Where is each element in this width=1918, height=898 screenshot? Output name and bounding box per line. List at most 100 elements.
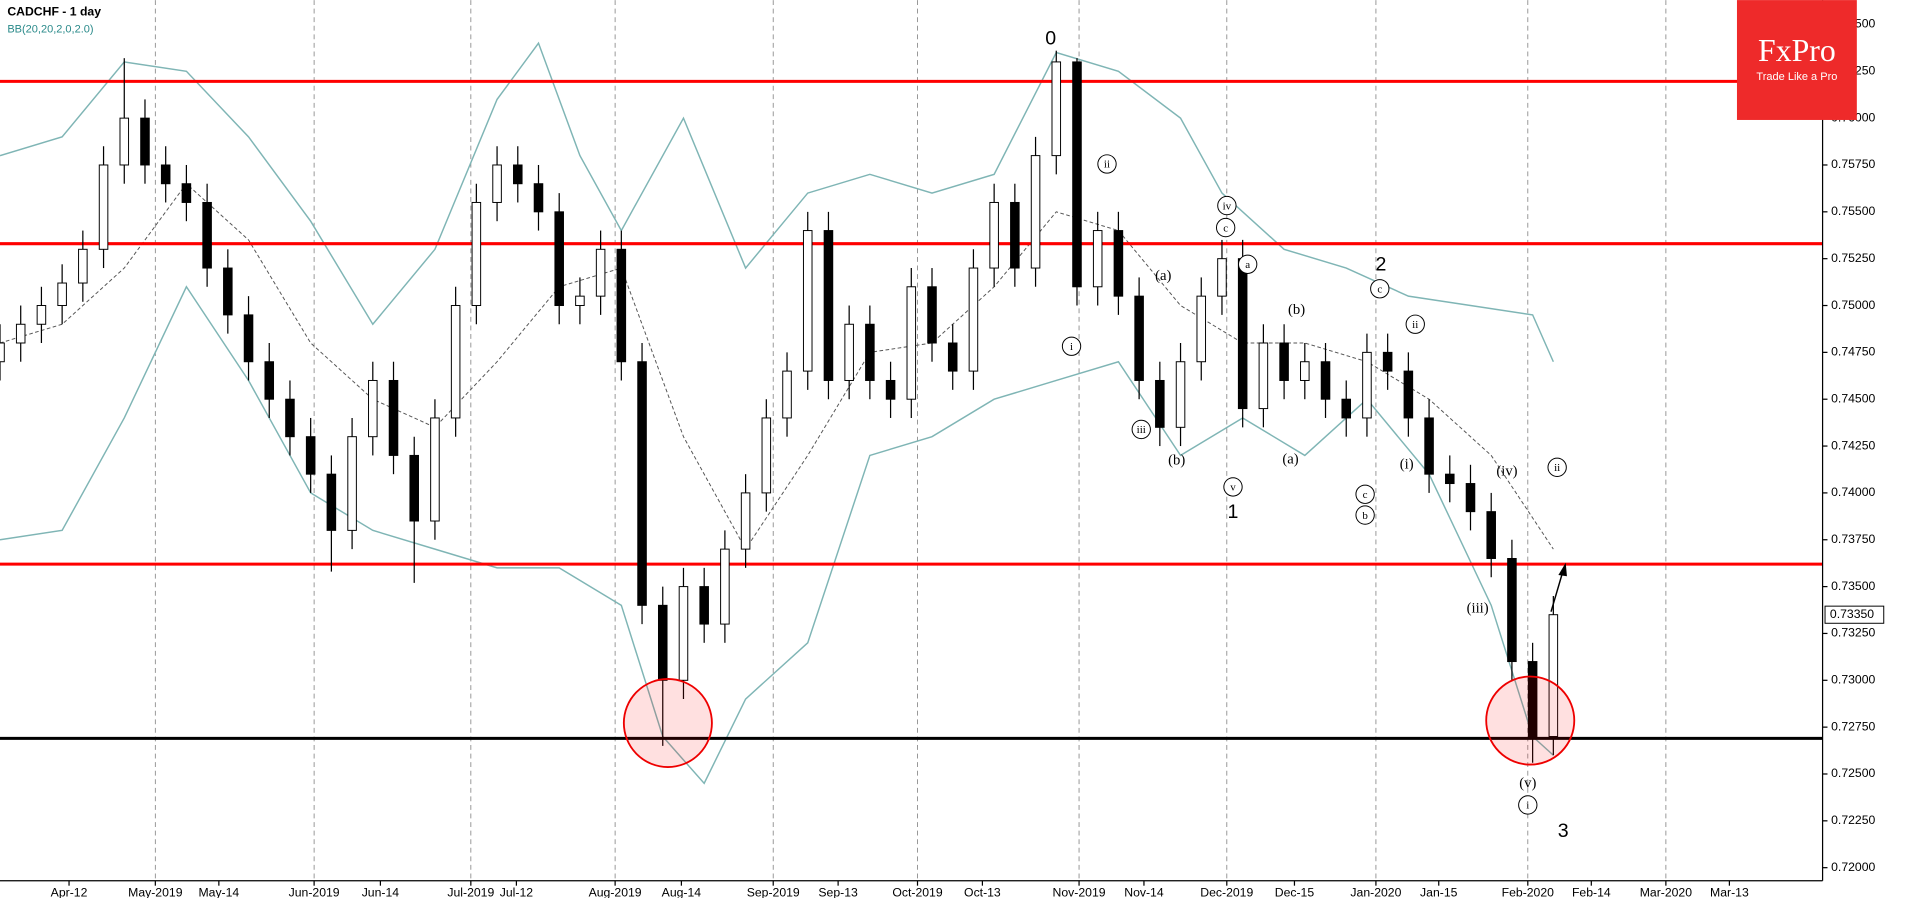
- bands-layer: [0, 41, 1555, 785]
- candle-body: [533, 183, 544, 213]
- logo-box: [1736, 0, 1857, 120]
- wave-label: c: [1377, 284, 1382, 296]
- y-tick-label: 0.75500: [1831, 204, 1875, 218]
- candle-body: [471, 201, 482, 307]
- candle-body: [1424, 417, 1434, 475]
- candle-body: [823, 230, 834, 381]
- bollinger-band: [0, 285, 1554, 785]
- candle-body: [78, 248, 88, 284]
- candle-body: [1320, 361, 1331, 400]
- wave-circle: [1238, 254, 1258, 274]
- candle-body: [1279, 342, 1289, 381]
- candle-body: [927, 286, 937, 344]
- x-tick-label: May-14: [198, 885, 239, 898]
- candle-body: [699, 586, 709, 625]
- wave-circle: [1223, 477, 1243, 497]
- candle-body: [15, 323, 26, 344]
- candle-body: [885, 379, 896, 400]
- wave-label: (iii): [1467, 601, 1489, 617]
- y-tick-label: 0.72250: [1831, 813, 1875, 827]
- x-tick-label: Aug-14: [662, 885, 702, 898]
- candle-body: [1237, 258, 1248, 410]
- candle-body: [264, 361, 275, 400]
- candle-body: [430, 417, 440, 522]
- candle-body: [98, 164, 109, 250]
- indicator-label: BB(20,20,2,0,2.0): [7, 23, 93, 35]
- x-tick-label: Feb-2020: [1502, 885, 1555, 898]
- candle-body: [388, 379, 399, 456]
- wave-label: 3: [1558, 820, 1569, 842]
- candle-body: [1300, 361, 1310, 381]
- x-tick-label: Mar-2020: [1640, 885, 1692, 898]
- candle-body: [305, 436, 316, 475]
- candle-body: [1258, 342, 1269, 410]
- wave-label: ii: [1554, 462, 1560, 474]
- annotations-layer: 0iiiivc(a)a(b)iii(b)v1(a)cb2cii(i)(iii)(…: [622, 27, 1576, 842]
- wave-circle: [1215, 217, 1236, 238]
- candle-body: [575, 295, 585, 307]
- x-tick-label: Jul-2019: [447, 885, 494, 898]
- candle-body: [1341, 398, 1352, 419]
- candle-body: [1030, 155, 1041, 269]
- x-tick-label: Jun-14: [362, 885, 400, 898]
- candle-body: [450, 305, 461, 419]
- logo-name: FxPro: [1758, 33, 1836, 68]
- candle-body: [243, 314, 254, 363]
- x-tick-label: Jan-2020: [1350, 885, 1401, 898]
- candle-body: [202, 201, 212, 269]
- candle-body: [678, 586, 689, 681]
- x-tick-label: Sep-2019: [747, 885, 800, 898]
- highlight-zone: [1485, 675, 1576, 766]
- x-tick-label: Aug-2019: [589, 885, 642, 898]
- candle-body: [1113, 230, 1124, 297]
- candle-body: [160, 164, 171, 185]
- wave-label: (b): [1288, 302, 1305, 318]
- wave-circle: [1097, 154, 1117, 174]
- x-tick-label: Sep-13: [818, 885, 858, 898]
- candle-body: [1445, 473, 1455, 485]
- wave-label: (iv): [1496, 464, 1517, 480]
- candle-body: [1217, 258, 1227, 297]
- candle-body: [989, 201, 999, 269]
- candle-body: [36, 305, 47, 325]
- highlight-zone: [622, 678, 713, 768]
- candle-body: [1362, 351, 1372, 419]
- candle-body: [865, 323, 875, 381]
- y-tick-label: 0.75750: [1831, 157, 1875, 171]
- wave-circle: [1547, 457, 1567, 478]
- candle-body: [657, 604, 668, 681]
- x-tick-label: Dec-2019: [1200, 885, 1253, 898]
- x-tick-label: Dec-15: [1275, 885, 1315, 898]
- y-tick-label: 0.74750: [1831, 345, 1875, 359]
- candle-body: [802, 230, 813, 372]
- candle-body: [740, 492, 751, 550]
- y-tick-label: 0.75250: [1831, 251, 1875, 265]
- y-tick-label: 0.73000: [1831, 673, 1875, 687]
- wave-label: i: [1526, 800, 1529, 812]
- wave-circle: [1355, 484, 1375, 504]
- candle-body: [616, 248, 627, 363]
- projection-arrowhead: [1558, 562, 1567, 577]
- candle-body: [1072, 61, 1082, 288]
- y-tick-label: 0.75000: [1831, 298, 1875, 312]
- candle-body: [1134, 295, 1144, 381]
- candle-body: [1092, 230, 1103, 288]
- candle-body: [368, 379, 378, 438]
- candle-body: [57, 282, 67, 307]
- candle-body: [1175, 361, 1186, 428]
- y-tick-label: 0.74500: [1831, 391, 1875, 405]
- projection-arrow: [1550, 569, 1564, 612]
- candle-body: [761, 417, 772, 494]
- wave-label: (a): [1155, 268, 1171, 284]
- wave-label: v: [1230, 482, 1236, 494]
- wave-label: ii: [1104, 159, 1110, 171]
- wave-circle: [1061, 336, 1082, 356]
- x-tick-label: Mar-13: [1710, 885, 1749, 898]
- candle-body: [1527, 661, 1538, 737]
- candle-body: [223, 267, 233, 316]
- candle-body: [1155, 379, 1165, 428]
- candle-body: [181, 183, 192, 203]
- y-tick-label: 0.72750: [1831, 719, 1875, 733]
- candle-body: [347, 436, 357, 531]
